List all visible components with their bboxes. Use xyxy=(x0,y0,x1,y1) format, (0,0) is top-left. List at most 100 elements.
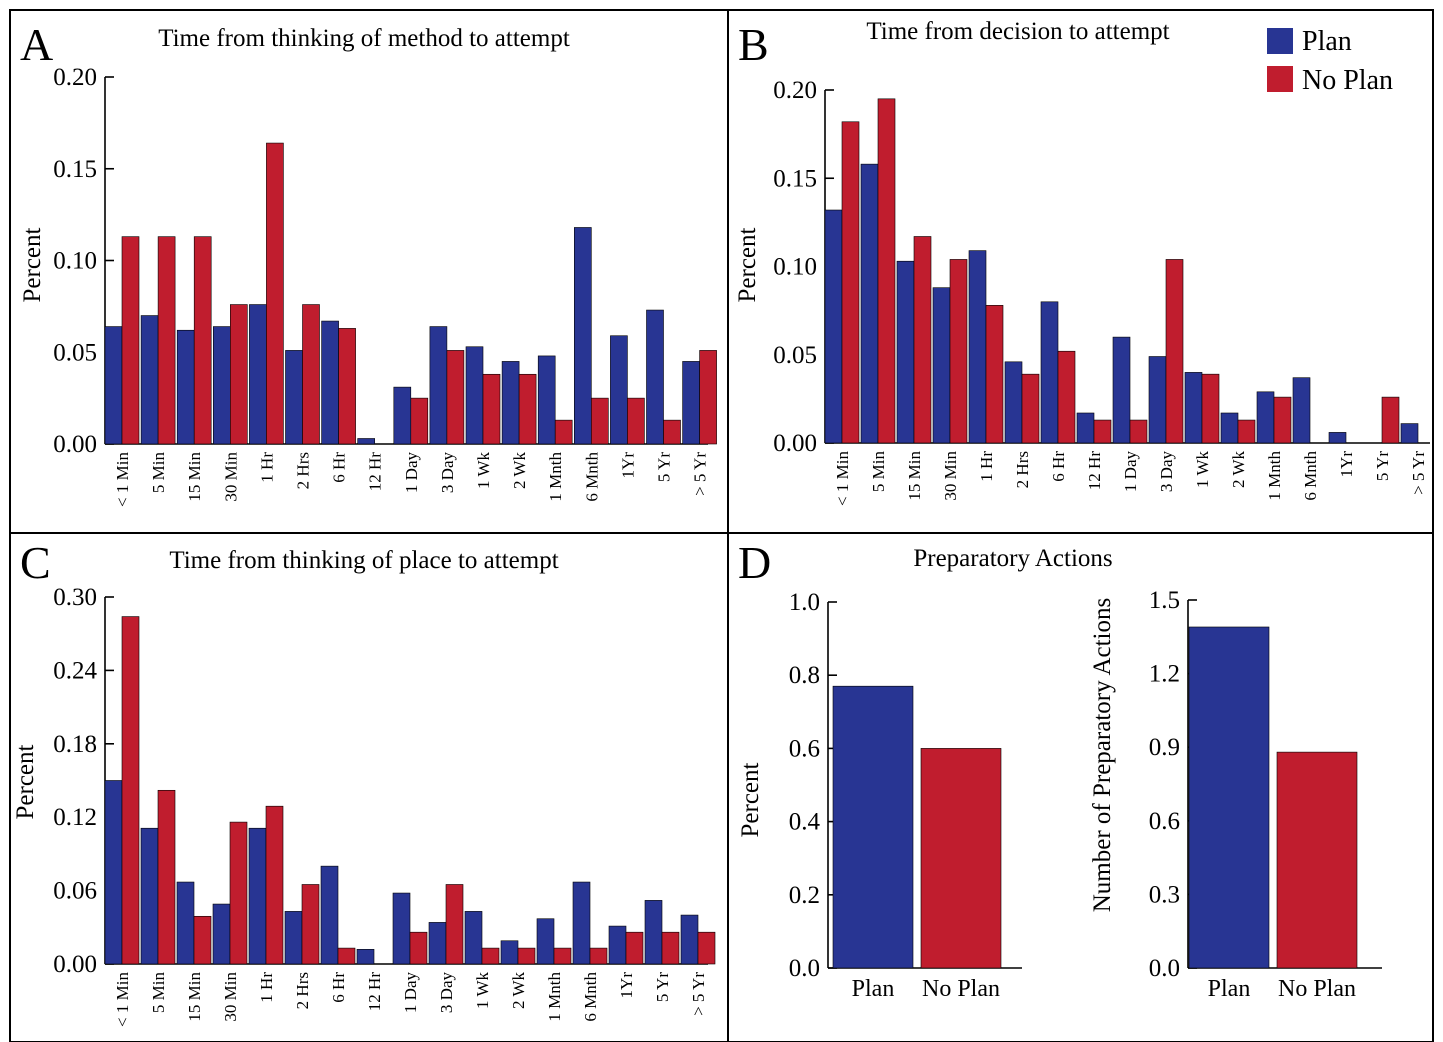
chart-d1-xtick-label: No Plan xyxy=(922,976,1000,1002)
chart-d-count: Number of Preparatory Actions 0.0 0.3 0.6 0.… xyxy=(1089,587,1382,1002)
chart-a-ytick-label: 0.05 xyxy=(53,339,97,366)
chart-c-bar-plan-3-day xyxy=(428,922,447,965)
chart-c-ylabel: Percent xyxy=(12,744,39,819)
chart-b-xtick-label: 1 Day xyxy=(1121,451,1140,493)
chart-d1-ytick-label: 0.0 xyxy=(789,955,820,982)
chart-d2-xtick-label: Plan xyxy=(1208,976,1251,1002)
chart-c-xtick-label: 1 Mnth xyxy=(545,972,564,1022)
chart-c-xtick-label: 3 Day xyxy=(437,972,456,1014)
chart-b-bar-plan-12-hr xyxy=(1076,412,1095,444)
chart-b-bar-plan-5-min xyxy=(860,163,879,444)
chart-b-bar-no-plan-2-hrs xyxy=(1021,373,1040,444)
chart-d1-ytick-label: 1.0 xyxy=(789,589,820,616)
chart-c-bar-plan-5-yr xyxy=(680,914,699,965)
chart-c-bar-no-plan-1-day xyxy=(409,931,428,965)
chart-b-xtick-label: < 1 Min xyxy=(833,451,852,506)
chart-a-bar-plan-30-min xyxy=(213,326,231,445)
legend-swatch-plan xyxy=(1267,28,1293,54)
chart-c-bar-no-plan-1-mnth xyxy=(553,947,572,965)
chart-a-xtick-label: 1 Day xyxy=(402,452,421,494)
chart-b-bar-no-plan-3-day xyxy=(1165,259,1184,444)
chart-b-bar-no-plan-6-hr xyxy=(1057,350,1076,444)
chart-c-ytick-label: 0.12 xyxy=(53,804,97,831)
chart-a-bar-plan-1-wk xyxy=(465,346,484,445)
chart-a-xtick-label: 30 Min xyxy=(221,452,240,502)
chart-a-bar-no-plan-1-hr xyxy=(266,142,284,445)
chart-a-bar-no-plan-5-yr xyxy=(699,350,717,445)
chart-a-xtick-label: > 5 Yr xyxy=(691,452,710,496)
panel-letter-c: C xyxy=(20,537,51,588)
chart-c-xtick-label: 30 Min xyxy=(221,972,240,1022)
chart-c-bar-no-plan-1yr xyxy=(625,931,644,965)
chart-a-bar-plan-3-day xyxy=(429,326,448,445)
chart-b-xtick-label: 30 Min xyxy=(941,451,960,501)
chart-b-bar-plan-2-hrs xyxy=(1004,361,1023,444)
chart-a-bar-plan-12-hr xyxy=(357,438,376,445)
chart-d2-ylabel: Number of Preparatory Actions xyxy=(1089,598,1116,913)
chart-d-percent: Percent 0.0 0.2 0.4 0.6 0.8 1.0 Plan No Plan xyxy=(737,589,1022,1002)
chart-a-bar-no-plan-6-mnth xyxy=(590,397,609,445)
chart-a-bar-plan-6-mnth xyxy=(573,227,592,445)
chart-b-xtick-label: 1 Mnth xyxy=(1265,451,1284,501)
chart-d2-bar-no-plan xyxy=(1276,751,1358,969)
chart-c-bar-no-plan-2-wk xyxy=(517,947,536,965)
chart-c-xtick-label: 1 Day xyxy=(401,972,420,1014)
chart-a-bar-no-plan-1yr xyxy=(627,397,645,445)
chart-a-xtick-label: 3 Day xyxy=(438,452,457,494)
chart-a-bar-no-plan-1-min xyxy=(121,236,140,445)
chart-d2-ytick-label: 0.3 xyxy=(1149,881,1180,908)
chart-a-bar-plan-1-day xyxy=(393,386,412,445)
chart-c-xtick-label: 1 Wk xyxy=(473,972,492,1009)
chart-a-bar-plan-1-mnth xyxy=(537,355,556,445)
chart-c-bar-plan-1-wk xyxy=(464,911,483,965)
chart-a-xtick-label: 6 Mnth xyxy=(582,452,601,502)
chart-b-bar-no-plan-30-min xyxy=(949,259,968,444)
chart-b-ylabel: Percent xyxy=(734,227,761,302)
chart-c-bar-no-plan-1-hr xyxy=(265,805,284,965)
chart-a-bar-no-plan-3-day xyxy=(446,350,465,445)
chart-d2-ytick-label: 0.0 xyxy=(1149,955,1180,982)
chart-c-ytick-label: 0.24 xyxy=(53,657,97,684)
chart-b-xtick-label: 3 Day xyxy=(1157,451,1176,493)
chart-c-ytick-label: 0.30 xyxy=(53,584,97,611)
chart-a-bar-no-plan-1-wk xyxy=(482,373,501,445)
panel-letter-a: A xyxy=(20,19,53,70)
chart-d2-xtick-label: No Plan xyxy=(1278,976,1356,1002)
chart-b-xtick-label: > 5 Yr xyxy=(1409,451,1428,495)
chart-c-bar-plan-1-hr xyxy=(248,827,267,965)
chart-b-xtick-label: 6 Mnth xyxy=(1301,451,1320,501)
chart-b-bar-plan-3-day xyxy=(1148,356,1167,444)
legend-label-plan: Plan xyxy=(1302,26,1352,57)
chart-a-bar-plan-5-yr xyxy=(682,361,700,445)
chart-a-bar-plan-6-hr xyxy=(321,320,339,445)
chart-c-bar-no-plan-2-hrs xyxy=(301,884,320,965)
panel-letter-d: D xyxy=(738,537,771,588)
chart-a-xtick-label: 12 Hr xyxy=(366,452,385,492)
legend: Plan No Plan xyxy=(1267,26,1393,96)
chart-b-bar-no-plan-12-hr xyxy=(1093,419,1112,444)
chart-a-bar-plan-5-yr xyxy=(646,309,664,445)
chart-c-bar-plan-30-min xyxy=(212,903,231,965)
chart-c-xtick-label: 6 Mnth xyxy=(581,972,600,1022)
chart-b-bar-no-plan-5-min xyxy=(877,98,896,444)
chart-a-bar-plan-2-wk xyxy=(501,361,520,445)
chart-b-bar-plan-5-yr xyxy=(1400,423,1419,444)
chart-b-xtick-label: 12 Hr xyxy=(1085,451,1104,491)
chart-c-xtick-label: 2 Hrs xyxy=(293,972,312,1009)
chart-c-xtick-label: 15 Min xyxy=(185,972,204,1022)
chart-c-bar-no-plan-3-day xyxy=(445,884,464,965)
chart-b-ytick-label: 0.05 xyxy=(773,342,817,369)
chart-c: Time from thinking of place to attempt Pe… xyxy=(12,547,716,1027)
chart-b-bar-plan-6-hr xyxy=(1040,301,1059,444)
chart-b-bar-plan-1-hr xyxy=(968,250,987,444)
chart-b-xtick-label: 5 Min xyxy=(869,451,888,493)
chart-b-bar-plan-2-wk xyxy=(1220,412,1239,444)
chart-c-title: Time from thinking of place to attempt xyxy=(169,547,558,574)
chart-a-xtick-label: 6 Hr xyxy=(330,452,349,483)
chart-a-bar-plan-1yr xyxy=(610,335,628,445)
chart-c-bar-plan-15-min xyxy=(176,881,195,965)
chart-a-ytick-label: 0.10 xyxy=(53,248,97,275)
chart-b-xtick-label: 2 Wk xyxy=(1229,451,1248,488)
chart-b-xtick-label: 1 Hr xyxy=(977,451,996,482)
chart-b-bar-plan-1-day xyxy=(1112,336,1131,444)
